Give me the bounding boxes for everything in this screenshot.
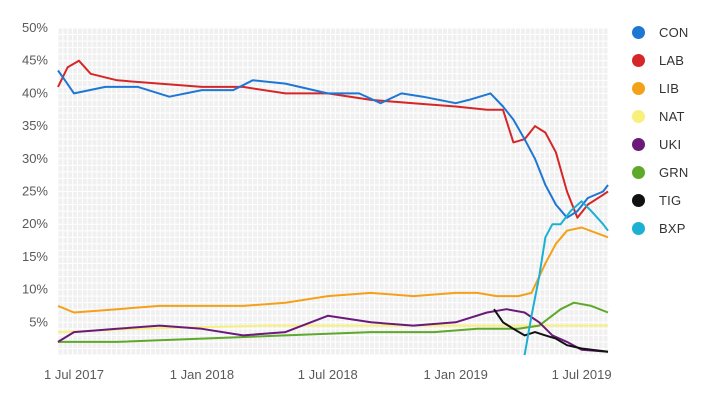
legend-label-lab: LAB <box>659 52 685 68</box>
legend-item-lib: LIB <box>632 74 708 102</box>
series-line-grn <box>58 301 609 343</box>
series-line-lab <box>57 59 609 219</box>
y-tick-label: 20% <box>22 216 48 231</box>
legend-label-nat: NAT <box>659 108 685 124</box>
legend-label-uki: UKI <box>659 136 682 152</box>
y-axis: 5% 10% 15% 20% 25% 30% 35% 40% 45% 50% <box>22 20 48 329</box>
legend-marker-lib <box>632 81 645 95</box>
legend-marker-uki <box>632 137 645 151</box>
legend-marker-tig <box>632 193 645 207</box>
legend-label-con: CON <box>659 24 689 40</box>
series-line-tig <box>493 308 609 353</box>
legend-label-grn: GRN <box>659 164 689 180</box>
legend-item-bxp: BXP <box>632 214 708 242</box>
y-tick-label: 30% <box>22 151 48 166</box>
x-axis: 1 Jul 2017 1 Jan 2018 1 Jul 2018 1 Jan 2019… <box>44 367 612 382</box>
x-tick-label: 1 Jul 2017 <box>44 367 104 382</box>
legend-label-tig: TIG <box>659 192 682 208</box>
legend-item-lab: LAB <box>632 46 708 74</box>
legend-item-uki: UKI <box>632 130 708 158</box>
legend-marker-bxp <box>632 221 645 235</box>
grid-lines <box>57 27 609 356</box>
legend-item-nat: NAT <box>632 102 708 130</box>
x-tick-label: 1 Jul 2019 <box>552 367 612 382</box>
x-tick-label: 1 Jan 2019 <box>424 367 488 382</box>
y-tick-label: 10% <box>22 282 48 297</box>
legend-marker-nat <box>632 109 645 123</box>
series-line-uki <box>57 308 609 353</box>
series-line-bxp <box>523 200 609 356</box>
legend-label-lib: LIB <box>659 80 680 96</box>
legend-marker-con <box>632 25 645 39</box>
series-lines <box>57 59 609 356</box>
y-tick-label: 50% <box>22 20 48 35</box>
series-line-con <box>57 69 609 219</box>
x-tick-label: 1 Jan 2018 <box>170 367 234 382</box>
legend: CON LAB LIB NAT UKI GRN TIG BXP <box>632 18 708 242</box>
legend-marker-lab <box>632 53 645 67</box>
y-tick-label: 5% <box>29 314 48 329</box>
legend-item-grn: GRN <box>632 158 708 186</box>
y-tick-label: 35% <box>22 118 48 133</box>
y-tick-label: 45% <box>22 53 48 68</box>
x-tick-label: 1 Jul 2018 <box>298 367 358 382</box>
y-tick-label: 40% <box>22 85 48 100</box>
legend-item-con: CON <box>632 18 708 46</box>
legend-label-bxp: BXP <box>659 220 686 236</box>
y-tick-label: 25% <box>22 184 48 199</box>
series-line-lib <box>57 226 609 314</box>
legend-marker-grn <box>632 165 645 179</box>
legend-item-tig: TIG <box>632 186 708 214</box>
y-tick-label: 15% <box>22 249 48 264</box>
